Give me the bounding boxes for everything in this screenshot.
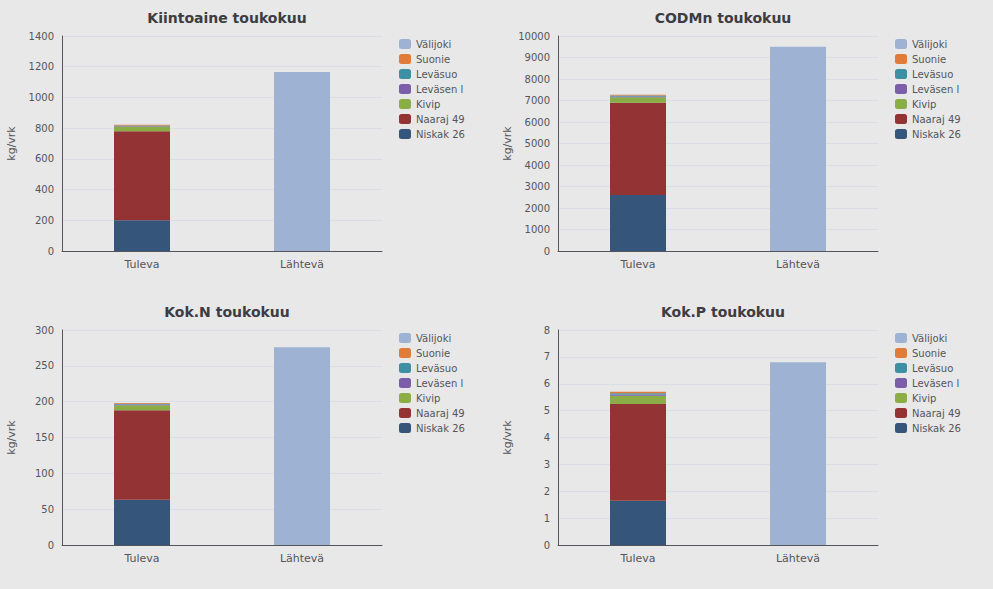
svg-text:Niskak 26: Niskak 26 (912, 129, 961, 140)
svg-text:Lähtevä: Lähtevä (280, 258, 324, 271)
svg-text:Suonie: Suonie (416, 348, 450, 359)
svg-text:Leväsen l: Leväsen l (416, 378, 463, 389)
svg-text:Välijoki: Välijoki (912, 39, 947, 50)
svg-text:10000: 10000 (518, 31, 550, 42)
svg-text:4: 4 (544, 432, 550, 443)
svg-text:Kivip: Kivip (416, 393, 440, 404)
svg-text:Lähtevä: Lähtevä (776, 552, 820, 565)
svg-text:200: 200 (35, 396, 54, 407)
svg-text:Suonie: Suonie (912, 54, 946, 65)
svg-text:Leväsen l: Leväsen l (912, 378, 959, 389)
svg-text:9000: 9000 (525, 52, 550, 63)
svg-text:kg/vrk: kg/vrk (501, 126, 514, 161)
svg-text:1000: 1000 (525, 224, 550, 235)
svg-text:Naaraj 49: Naaraj 49 (912, 408, 961, 419)
svg-text:5: 5 (544, 405, 550, 416)
svg-text:8: 8 (544, 325, 550, 336)
svg-text:2: 2 (544, 486, 550, 497)
svg-text:Suonie: Suonie (416, 54, 450, 65)
svg-text:Suonie: Suonie (912, 348, 946, 359)
svg-text:Välijoki: Välijoki (912, 333, 947, 344)
svg-text:Lähtevä: Lähtevä (776, 258, 820, 271)
svg-text:1400: 1400 (29, 31, 54, 42)
svg-text:5000: 5000 (525, 138, 550, 149)
svg-text:Leväsuo: Leväsuo (912, 363, 953, 374)
svg-text:800: 800 (35, 123, 54, 134)
svg-text:1200: 1200 (29, 61, 54, 72)
svg-text:Välijoki: Välijoki (416, 333, 451, 344)
svg-text:Leväsuo: Leväsuo (912, 69, 953, 80)
svg-text:8000: 8000 (525, 74, 550, 85)
svg-text:50: 50 (41, 504, 54, 515)
svg-text:Tuleva: Tuleva (123, 258, 159, 271)
svg-text:Kok.N toukokuu: Kok.N toukokuu (164, 304, 290, 320)
svg-text:150: 150 (35, 432, 54, 443)
svg-text:Kok.P toukokuu: Kok.P toukokuu (661, 304, 785, 320)
svg-text:0: 0 (48, 540, 54, 551)
svg-text:kg/vrk: kg/vrk (5, 126, 18, 161)
svg-text:Leväsuo: Leväsuo (416, 363, 457, 374)
svg-text:200: 200 (35, 215, 54, 226)
svg-text:2000: 2000 (525, 203, 550, 214)
svg-text:4000: 4000 (525, 160, 550, 171)
svg-text:6: 6 (544, 378, 550, 389)
svg-text:Leväsen l: Leväsen l (416, 84, 463, 95)
svg-text:0: 0 (48, 246, 54, 257)
svg-text:400: 400 (35, 184, 54, 195)
svg-text:6000: 6000 (525, 117, 550, 128)
svg-text:Naaraj 49: Naaraj 49 (416, 408, 465, 419)
svg-text:Leväsuo: Leväsuo (416, 69, 457, 80)
svg-text:0: 0 (544, 246, 550, 257)
svg-text:Tuleva: Tuleva (123, 552, 159, 565)
svg-text:Naaraj 49: Naaraj 49 (416, 114, 465, 125)
svg-text:Niskak 26: Niskak 26 (416, 423, 465, 434)
svg-text:Kiintoaine toukokuu: Kiintoaine toukokuu (147, 10, 306, 26)
svg-text:Kivip: Kivip (416, 99, 440, 110)
svg-text:kg/vrk: kg/vrk (501, 420, 514, 455)
svg-text:600: 600 (35, 153, 54, 164)
svg-text:7: 7 (544, 351, 550, 362)
svg-text:CODMn toukokuu: CODMn toukokuu (655, 10, 792, 26)
svg-text:0: 0 (544, 540, 550, 551)
svg-text:Leväsen l: Leväsen l (912, 84, 959, 95)
svg-text:Tuleva: Tuleva (619, 552, 655, 565)
svg-text:Naaraj 49: Naaraj 49 (912, 114, 961, 125)
svg-text:Välijoki: Välijoki (416, 39, 451, 50)
svg-text:Niskak 26: Niskak 26 (912, 423, 961, 434)
svg-text:100: 100 (35, 468, 54, 479)
svg-text:Kivip: Kivip (912, 99, 936, 110)
svg-text:1000: 1000 (29, 92, 54, 103)
svg-text:kg/vrk: kg/vrk (5, 420, 18, 455)
svg-text:Niskak 26: Niskak 26 (416, 129, 465, 140)
svg-text:3000: 3000 (525, 181, 550, 192)
svg-text:7000: 7000 (525, 95, 550, 106)
svg-text:Lähtevä: Lähtevä (280, 552, 324, 565)
svg-text:1: 1 (544, 513, 550, 524)
svg-text:300: 300 (35, 325, 54, 336)
svg-text:Kivip: Kivip (912, 393, 936, 404)
svg-text:Tuleva: Tuleva (619, 258, 655, 271)
svg-text:250: 250 (35, 360, 54, 371)
svg-text:3: 3 (544, 459, 550, 470)
